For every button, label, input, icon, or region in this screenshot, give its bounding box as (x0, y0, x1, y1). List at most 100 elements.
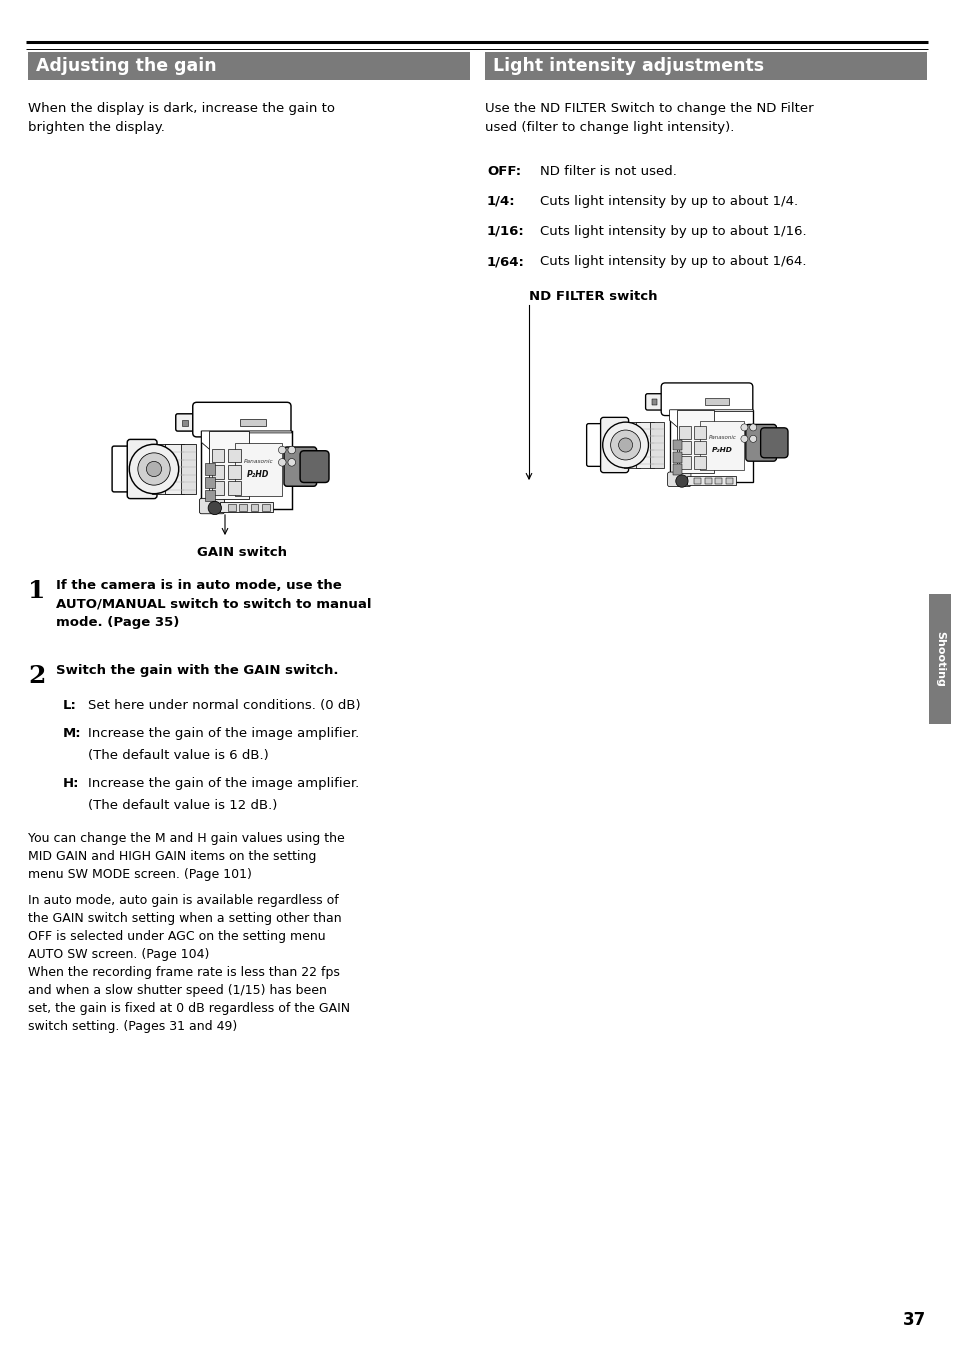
FancyBboxPatch shape (199, 498, 224, 513)
Circle shape (602, 422, 648, 468)
Text: Set here under normal conditions. (0 dB): Set here under normal conditions. (0 dB) (88, 699, 360, 712)
Text: (The default value is 12 dB.): (The default value is 12 dB.) (88, 799, 277, 812)
FancyBboxPatch shape (623, 422, 639, 468)
Text: ND filter is not used.: ND filter is not used. (539, 165, 677, 177)
Text: Increase the gain of the image amplifier.: Increase the gain of the image amplifier… (88, 727, 359, 741)
Text: Switch the gain with the GAIN switch.: Switch the gain with the GAIN switch. (56, 663, 338, 677)
FancyBboxPatch shape (650, 422, 663, 468)
Circle shape (610, 431, 639, 460)
Text: Panasonic: Panasonic (243, 459, 274, 464)
FancyBboxPatch shape (760, 428, 787, 458)
FancyBboxPatch shape (28, 51, 470, 80)
Text: Light intensity adjustments: Light intensity adjustments (493, 57, 763, 74)
FancyBboxPatch shape (662, 399, 667, 405)
Circle shape (278, 459, 286, 466)
Text: GAIN switch: GAIN switch (196, 546, 287, 559)
FancyBboxPatch shape (679, 441, 690, 454)
FancyBboxPatch shape (694, 478, 700, 483)
FancyBboxPatch shape (127, 440, 157, 498)
Text: In auto mode, auto gain is available regardless of
the GAIN switch setting when : In auto mode, auto gain is available reg… (28, 894, 341, 961)
FancyBboxPatch shape (672, 464, 681, 475)
Text: If the camera is in auto mode, use the
AUTO/MANUAL switch to switch to manual
mo: If the camera is in auto mode, use the A… (56, 580, 371, 630)
FancyBboxPatch shape (234, 443, 282, 496)
Text: Panasonic: Panasonic (708, 436, 736, 440)
Text: OFF:: OFF: (486, 165, 520, 177)
FancyBboxPatch shape (679, 456, 690, 468)
FancyBboxPatch shape (686, 475, 735, 485)
Circle shape (146, 462, 161, 477)
Text: Cuts light intensity by up to about 1/16.: Cuts light intensity by up to about 1/16… (539, 225, 806, 238)
Circle shape (278, 447, 286, 454)
FancyBboxPatch shape (660, 383, 752, 416)
FancyBboxPatch shape (700, 421, 743, 470)
FancyBboxPatch shape (112, 445, 135, 492)
FancyBboxPatch shape (672, 440, 681, 451)
FancyBboxPatch shape (193, 420, 199, 427)
FancyBboxPatch shape (239, 504, 247, 510)
FancyBboxPatch shape (205, 420, 211, 427)
Circle shape (740, 436, 747, 443)
FancyBboxPatch shape (672, 452, 681, 463)
Circle shape (749, 436, 756, 443)
Polygon shape (669, 410, 753, 432)
FancyBboxPatch shape (667, 473, 690, 486)
Text: P₂HD: P₂HD (247, 470, 270, 479)
FancyBboxPatch shape (715, 478, 721, 483)
FancyBboxPatch shape (484, 51, 926, 80)
FancyBboxPatch shape (228, 466, 240, 478)
FancyBboxPatch shape (212, 450, 224, 463)
Text: Increase the gain of the image amplifier.: Increase the gain of the image amplifier… (88, 777, 359, 789)
Text: Cuts light intensity by up to about 1/4.: Cuts light intensity by up to about 1/4. (539, 195, 798, 209)
FancyBboxPatch shape (636, 422, 653, 468)
FancyBboxPatch shape (928, 594, 950, 724)
FancyBboxPatch shape (205, 490, 214, 501)
Text: You can change the M and H gain values using the
MID GAIN and HIGH GAIN items on: You can change the M and H gain values u… (28, 831, 344, 881)
FancyBboxPatch shape (262, 504, 270, 510)
Circle shape (618, 437, 632, 452)
Text: 2: 2 (28, 663, 46, 688)
FancyBboxPatch shape (673, 399, 678, 405)
Circle shape (208, 501, 221, 515)
FancyBboxPatch shape (694, 427, 705, 439)
FancyBboxPatch shape (745, 424, 776, 462)
FancyBboxPatch shape (676, 410, 713, 473)
FancyBboxPatch shape (201, 431, 292, 509)
Text: Shooting: Shooting (934, 631, 944, 686)
FancyBboxPatch shape (704, 398, 729, 405)
Text: 1/64:: 1/64: (486, 255, 524, 268)
Text: (The default value is 6 dB.): (The default value is 6 dB.) (88, 749, 269, 762)
Text: P₂HD: P₂HD (711, 447, 732, 454)
FancyBboxPatch shape (228, 450, 240, 463)
Circle shape (130, 444, 178, 494)
Text: M:: M: (63, 727, 82, 741)
FancyBboxPatch shape (152, 444, 169, 494)
Text: Cuts light intensity by up to about 1/64.: Cuts light intensity by up to about 1/64… (539, 255, 805, 268)
FancyBboxPatch shape (679, 427, 690, 439)
FancyBboxPatch shape (251, 504, 258, 510)
Text: 1: 1 (28, 580, 46, 603)
FancyBboxPatch shape (165, 444, 184, 494)
FancyBboxPatch shape (182, 420, 188, 427)
FancyBboxPatch shape (180, 444, 195, 494)
Circle shape (137, 452, 170, 485)
Text: Use the ND FILTER Switch to change the ND Filter
used (filter to change light in: Use the ND FILTER Switch to change the N… (484, 102, 813, 134)
FancyBboxPatch shape (704, 478, 711, 483)
FancyBboxPatch shape (212, 481, 224, 494)
FancyBboxPatch shape (220, 502, 273, 512)
Circle shape (740, 424, 747, 431)
FancyBboxPatch shape (669, 410, 753, 482)
FancyBboxPatch shape (300, 451, 329, 482)
FancyBboxPatch shape (209, 431, 249, 500)
Text: L:: L: (63, 699, 77, 712)
Text: H:: H: (63, 777, 79, 789)
Circle shape (288, 459, 295, 466)
FancyBboxPatch shape (725, 478, 732, 483)
Circle shape (288, 447, 295, 454)
Text: 1/16:: 1/16: (486, 225, 524, 238)
Text: 37: 37 (902, 1311, 925, 1330)
Circle shape (675, 475, 687, 487)
FancyBboxPatch shape (205, 463, 214, 475)
FancyBboxPatch shape (228, 481, 240, 494)
FancyBboxPatch shape (645, 394, 686, 410)
FancyBboxPatch shape (284, 447, 316, 486)
